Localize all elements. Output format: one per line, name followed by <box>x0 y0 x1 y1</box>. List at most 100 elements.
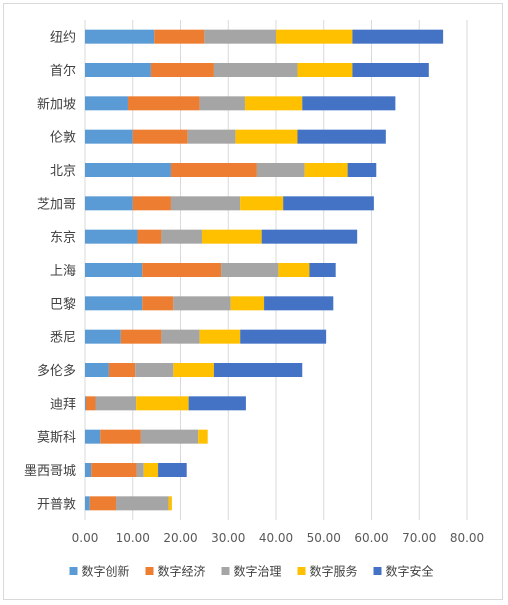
bar-segment <box>135 363 174 377</box>
category-label: 芝加哥 <box>37 196 76 212</box>
bar-segment <box>297 63 353 77</box>
legend-label: 数字创新 <box>82 564 130 579</box>
category-label: 墨西哥城 <box>24 464 76 479</box>
bar-segment <box>85 296 143 311</box>
x-tick-label: 60.00 <box>354 531 388 545</box>
bar-segment <box>100 429 141 444</box>
bar-segment <box>142 263 222 277</box>
bar-segment <box>173 363 214 377</box>
bar-segment <box>142 296 174 311</box>
category-label: 东京 <box>50 231 76 246</box>
bar-segment <box>95 396 137 411</box>
legend-swatch <box>221 567 230 575</box>
bar-segment <box>161 229 202 244</box>
bar-segment <box>187 129 236 144</box>
bar-segment <box>154 29 205 44</box>
category-label: 首尔 <box>50 64 76 79</box>
bar-segment <box>85 29 155 44</box>
bar-segment <box>127 96 200 111</box>
bar-segment <box>168 496 172 511</box>
legend-label: 数字经济 <box>158 564 206 579</box>
bar-segment <box>132 196 171 211</box>
bar-segment <box>143 463 159 477</box>
bar-segment <box>137 229 162 244</box>
category-label: 纽约 <box>50 31 76 46</box>
bar-segment <box>91 463 137 477</box>
bar-segment <box>199 96 245 111</box>
bar-segment <box>132 129 188 144</box>
bar-segment <box>221 263 279 277</box>
x-tick-label: 70.00 <box>402 531 436 545</box>
bar-segment <box>283 196 374 211</box>
category-label: 莫斯科 <box>37 431 76 446</box>
legend-label: 数字安全 <box>386 564 434 579</box>
bar-segment <box>85 396 96 411</box>
bar-segment <box>120 329 162 344</box>
bar-segment <box>85 196 133 211</box>
bar-segment <box>188 396 246 411</box>
bar-segment <box>198 429 208 444</box>
bar-segment <box>85 363 109 377</box>
x-tick-label: 0.00 <box>72 531 99 545</box>
bar-segment <box>116 496 169 511</box>
bar-segment <box>278 263 310 277</box>
bar-segment <box>213 363 303 377</box>
bar-segment <box>201 229 262 244</box>
bar-segment <box>199 329 241 344</box>
category-label: 悉尼 <box>50 331 76 346</box>
bar-segment <box>85 263 143 277</box>
legend-label: 数字治理 <box>234 564 282 579</box>
bar-segment <box>240 329 327 344</box>
bar-segment <box>170 196 241 211</box>
category-label: 开普敦 <box>37 496 76 512</box>
bar-segment <box>136 396 189 411</box>
bar-segment <box>85 396 86 411</box>
x-tick-label: 10.00 <box>116 531 150 545</box>
bar-segment <box>150 63 214 77</box>
legend-swatch <box>373 567 382 575</box>
category-label: 伦敦 <box>50 130 76 146</box>
bar-segment <box>136 463 144 477</box>
category-label: 迪拜 <box>50 397 76 412</box>
bar-segment <box>85 163 171 177</box>
bar-segment <box>108 363 136 377</box>
bar-segment <box>85 63 151 77</box>
x-tick-label: 20.00 <box>163 531 197 545</box>
bar-segment <box>309 263 336 277</box>
bar-segment <box>240 196 284 211</box>
bar-segment <box>230 296 265 311</box>
x-tick-label: 30.00 <box>211 531 245 545</box>
bar-segment <box>352 29 444 44</box>
category-label: 多伦多 <box>37 363 76 379</box>
bar-segment <box>161 329 200 344</box>
bar-segment <box>85 129 133 144</box>
bar-segment <box>304 163 348 177</box>
bar-segment <box>261 229 358 244</box>
legend-label: 数字服务 <box>310 564 358 579</box>
category-label: 新加坡 <box>37 96 76 112</box>
category-label: 巴黎 <box>50 297 76 312</box>
bar-segment <box>158 463 187 477</box>
bar-segment <box>204 29 276 44</box>
bar-segment <box>85 96 128 111</box>
bar-segment <box>235 129 298 144</box>
category-label: 北京 <box>50 164 76 179</box>
bar-segment <box>89 496 117 511</box>
bar-segment <box>85 463 92 477</box>
bar-segment <box>352 63 429 77</box>
bar-segment <box>85 429 101 444</box>
x-tick-label: 40.00 <box>259 531 293 545</box>
bar-segment <box>173 296 231 311</box>
bar-segment <box>347 163 377 177</box>
x-tick-label: 50.00 <box>307 531 341 545</box>
legend-swatch <box>69 567 78 575</box>
bar-segment <box>140 429 199 444</box>
bar-segment <box>85 496 90 511</box>
bar-segment <box>170 163 257 177</box>
category-label: 上海 <box>50 264 76 279</box>
bar-segment <box>276 29 353 44</box>
legend-swatch <box>145 567 154 575</box>
legend-swatch <box>297 567 306 575</box>
bar-segment <box>85 329 121 344</box>
